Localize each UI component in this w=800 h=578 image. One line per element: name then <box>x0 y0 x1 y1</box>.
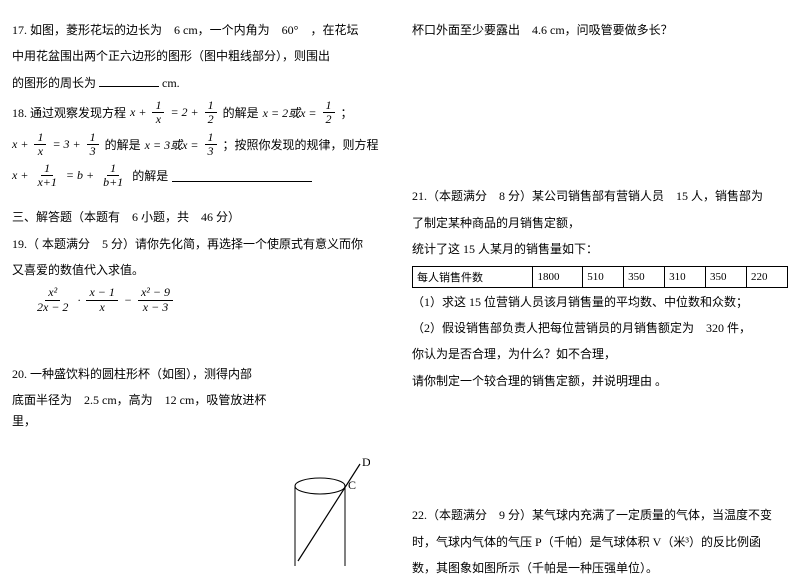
q18-tail: ； <box>341 104 353 121</box>
q19-line1: 19.（ 本题满分 5 分）请你先化简，再选择一个使原式有意义而你 <box>12 234 388 254</box>
left-column: 17. 如图，菱形花坛的边长为 6 cm，一个内角为 60° ，在花坛 中用花盆… <box>0 0 400 566</box>
q17-prefix: 的图形的周长为 <box>12 76 96 90</box>
q18-mid: 的解是 <box>223 104 259 121</box>
cylinder-figure: D C <box>280 456 370 566</box>
q22-line2: 时，气球内气体的气压 P（千帕）是气球体积 V（米³）的反比例函 <box>412 532 788 552</box>
section3-title: 三、解答题（本题有 6 小题，共 46 分） <box>12 207 388 227</box>
label-c-svg: C <box>348 478 356 492</box>
frac-12: 12 <box>205 99 217 126</box>
eq-sign2: = 3 + <box>52 137 80 152</box>
frac-a: x²2x − 2 <box>34 286 71 313</box>
frac-1x-b: 1x <box>34 131 46 158</box>
q21-p2c: 请你制定一个较合理的销售定额，并说明理由 。 <box>412 371 788 391</box>
q20-line2: 底面半径为 2.5 cm，高为 12 cm，吸管放进杯里， <box>12 390 278 431</box>
frac-13: 13 <box>87 131 99 158</box>
spacer-1 <box>412 46 788 186</box>
q17-line2: 中用花盆围出两个正六边形的图形（图中粗线部分），则围出 <box>12 46 388 66</box>
q17-unit: cm. <box>162 76 180 90</box>
frac-13b: 13 <box>205 131 217 158</box>
right-column: 杯口外面至少要露出 4.6 cm，问吸管要做多长？ 21.（本题满分 8 分）某… <box>400 0 800 566</box>
frac-1x: 1x <box>152 99 164 126</box>
label-d-svg: D <box>362 456 370 469</box>
q18-row1: 18. 通过观察发现方程 x + 1x = 2 + 12 的解是 x = 2或x… <box>12 99 388 126</box>
th-header: 每人销售件数 <box>413 266 533 287</box>
q18-intro: 18. 通过观察发现方程 <box>12 104 126 121</box>
eq2-lhs: x + <box>12 137 28 152</box>
q21-p1: （1）求这 15 位营销人员该月销售量的平均数、中位数和众数； <box>412 292 788 312</box>
cell-1: 510 <box>583 266 624 287</box>
section-3: 三、解答题（本题有 6 小题，共 46 分） 19.（ 本题满分 5 分）请你先… <box>12 207 388 314</box>
eq1-lhs: x + <box>130 105 146 120</box>
frac-1x1: 1x+1 <box>34 162 59 189</box>
frac-12b: 12 <box>323 99 335 126</box>
q18-tail3: 的解是 <box>132 167 168 184</box>
frac-c: x² − 9x − 3 <box>138 286 173 313</box>
q21-p2b: 你认为是否合理，为什么？如不合理， <box>412 344 788 364</box>
q20-block: 20. 一种盛饮料的圆柱形杯（如图），测得内部 底面半径为 2.5 cm，高为 … <box>12 364 388 431</box>
q21-p2a: （2）假设销售部负责人把每位营销员的月销售额定为 320 件， <box>412 318 788 338</box>
dot: · <box>77 293 80 308</box>
cell-5: 220 <box>746 266 787 287</box>
q18-tail2: ；按照你发现的规律，则方程 <box>223 136 379 153</box>
q18-blank <box>172 170 312 182</box>
q18-mid2: 的解是 <box>105 136 141 153</box>
q19-formula: x²2x − 2 · x − 1x − x² − 9x − 3 <box>32 286 388 313</box>
eq2-sol: x = 3或x = <box>145 136 199 153</box>
q21-line1: 21.（本题满分 8 分）某公司销售部有营销人员 15 人，销售部为 <box>412 186 788 206</box>
q18-row2: x + 1x = 3 + 13 的解是 x = 3或x = 13 ；按照你发现的… <box>12 131 388 158</box>
minus: − <box>124 293 132 308</box>
eq-sign3: = b + <box>66 168 94 183</box>
q18-row3: x + 1x+1 = b + 1b+1 的解是 <box>12 162 388 189</box>
cell-3: 310 <box>665 266 706 287</box>
q20-line1: 20. 一种盛饮料的圆柱形杯（如图），测得内部 <box>12 364 278 384</box>
cell-2: 350 <box>624 266 665 287</box>
q17-blank <box>99 75 159 87</box>
q20-cont: 杯口外面至少要露出 4.6 cm，问吸管要做多长？ <box>412 20 788 40</box>
q22-line1: 22.（本题满分 9 分）某气球内充满了一定质量的气体，当温度不变 <box>412 505 788 525</box>
spacer-2 <box>412 397 788 505</box>
q21-line2: 了制定某种商品的月销售定额， <box>412 213 788 233</box>
cell-4: 350 <box>706 266 747 287</box>
q22-line3: 数，其图象如图所示（千帕是一种压强单位）。 <box>412 558 788 578</box>
eq-sign1: = 2 + <box>170 105 198 120</box>
eq3-lhs: x + <box>12 168 28 183</box>
eq1-sol: x = 2或x = <box>263 104 317 121</box>
q19-line2: 又喜爱的数值代入求值。 <box>12 260 388 280</box>
q17-line1: 17. 如图，菱形花坛的边长为 6 cm，一个内角为 60° ，在花坛 <box>12 20 388 40</box>
frac-1b1: 1b+1 <box>100 162 126 189</box>
frac-b: x − 1x <box>86 286 117 313</box>
q17-line3: 的图形的周长为 cm. <box>12 73 388 93</box>
cell-0: 1800 <box>533 266 583 287</box>
q21-line3: 统计了这 15 人某月的销售量如下： <box>412 239 788 259</box>
table-row: 每人销售件数 1800 510 350 310 350 220 <box>413 266 788 287</box>
sales-table: 每人销售件数 1800 510 350 310 350 220 <box>412 266 788 288</box>
